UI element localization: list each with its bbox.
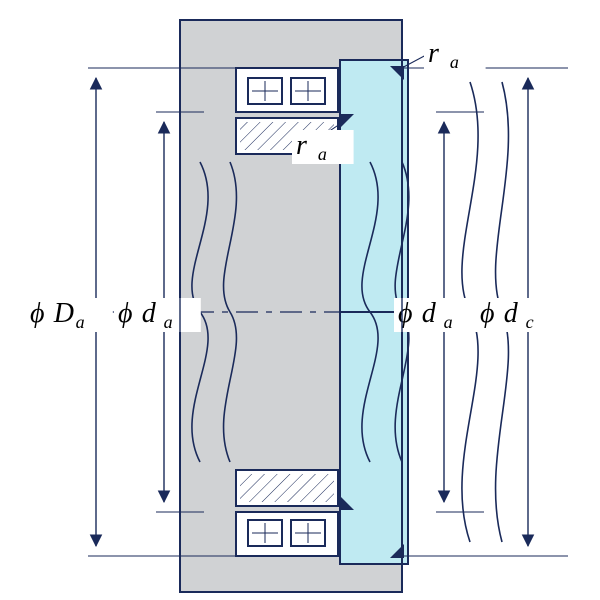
svg-text:a: a xyxy=(318,144,327,164)
bearing-cross-section-diagram: ϕDaϕdaϕdaϕdcrara xyxy=(0,0,600,600)
svg-text:D: D xyxy=(53,298,74,329)
svg-text:a: a xyxy=(444,312,453,332)
svg-text:r: r xyxy=(296,130,307,161)
svg-text:a: a xyxy=(164,312,173,332)
svg-text:d: d xyxy=(422,298,437,329)
svg-text:a: a xyxy=(76,312,85,332)
svg-text:ϕ: ϕ xyxy=(118,298,133,329)
svg-text:ϕ: ϕ xyxy=(398,298,413,329)
svg-text:c: c xyxy=(526,312,534,332)
svg-text:ϕ: ϕ xyxy=(480,298,495,329)
svg-text:ϕ: ϕ xyxy=(30,298,45,329)
svg-text:d: d xyxy=(142,298,157,329)
svg-text:a: a xyxy=(450,52,459,72)
svg-text:d: d xyxy=(504,298,519,329)
svg-text:r: r xyxy=(428,38,439,69)
